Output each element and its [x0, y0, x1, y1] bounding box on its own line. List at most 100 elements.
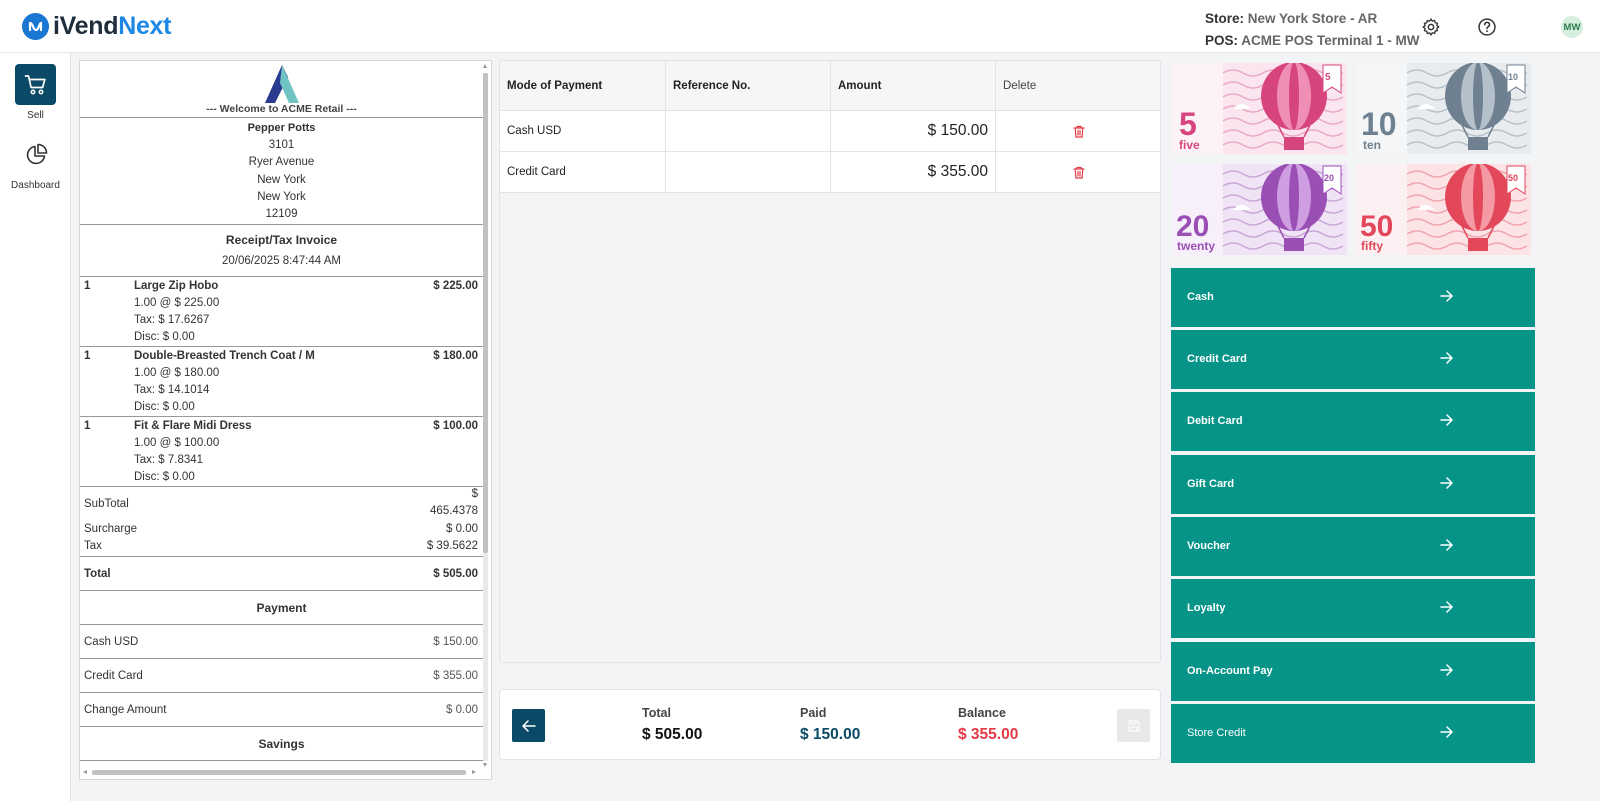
- subtotal-currency: $: [471, 488, 478, 501]
- payment-method-on-account-pay[interactable]: On-Account Pay: [1171, 642, 1535, 701]
- item-name: Double-Breasted Trench Coat / M: [134, 350, 315, 363]
- totals-bar: Total $ 505.00 Paid $ 150.00 Balance $ 3…: [499, 689, 1161, 760]
- sidebar-item-sell[interactable]: Sell: [0, 64, 71, 121]
- item-price: $ 225.00: [433, 280, 478, 293]
- sidebar: Sell Dashboard: [0, 53, 71, 801]
- store-label: Store:: [1205, 11, 1245, 26]
- receipt-total: Total $ 505.00: [80, 557, 483, 592]
- address-line: Ryer Avenue: [248, 156, 315, 169]
- app-logo[interactable]: iVendNext: [22, 12, 171, 41]
- payment-method-store-credit[interactable]: Store Credit: [1171, 704, 1535, 763]
- app-header: iVendNext Store: New York Store - AR POS…: [0, 0, 1600, 53]
- customer-address: Pepper Potts 3101 Ryer Avenue New York N…: [80, 118, 483, 226]
- paid-label: Paid: [800, 706, 827, 720]
- payment-label: Credit Card: [84, 670, 143, 683]
- store-info: Store: New York Store - AR POS: ACME POS…: [1205, 8, 1420, 52]
- total-label: Total: [84, 568, 111, 581]
- total-summary-value: $ 505.00: [642, 726, 703, 743]
- cash-note-10[interactable]: 10 ten 10: [1357, 63, 1531, 154]
- pos-label: POS:: [1205, 33, 1239, 48]
- payment-method-gift-card[interactable]: Gift Card: [1171, 455, 1535, 514]
- address-line: 12109: [265, 208, 298, 221]
- pie-chart-icon: [26, 143, 47, 164]
- address-line: New York: [257, 173, 306, 186]
- amount-cell[interactable]: $ 355.00: [831, 152, 996, 192]
- column-header-reference: Reference No.: [666, 61, 831, 110]
- payment-method-debit-card[interactable]: Debit Card: [1171, 392, 1535, 451]
- item-price: $ 180.00: [433, 350, 478, 363]
- cash-note-5[interactable]: 5 five 5: [1173, 63, 1347, 154]
- tax-value: $ 39.5622: [426, 540, 478, 553]
- subtotal-label: SubTotal: [84, 498, 129, 511]
- arrow-right-icon: [1440, 352, 1453, 364]
- payment-value: $ 355.00: [433, 670, 478, 683]
- paid-summary: Paid $ 150.00: [800, 706, 860, 744]
- receipt-line-item: 1 Large Zip Hobo $ 225.00 1.00 @ $ 225.0…: [80, 277, 483, 348]
- note-word: twenty: [1177, 239, 1215, 253]
- table-header: Mode of Payment Reference No. Amount Del…: [500, 61, 1160, 111]
- cash-note-50[interactable]: 50 fifty 50: [1357, 164, 1531, 255]
- settings-gear-icon[interactable]: [1419, 15, 1443, 39]
- arrow-right-icon: [1440, 539, 1453, 551]
- dashboard-button[interactable]: [15, 134, 56, 175]
- reference-cell[interactable]: [666, 111, 831, 151]
- table-row[interactable]: Credit Card $ 355.00: [500, 152, 1160, 193]
- receipt-title-section: Receipt/Tax Invoice 20/06/2025 8:47:44 A…: [80, 225, 483, 278]
- amount-cell[interactable]: $ 150.00: [831, 111, 996, 151]
- receipt: --- Welcome to ACME Retail --- Pepper Po…: [80, 61, 483, 762]
- total-summary-label: Total: [642, 706, 671, 720]
- back-button[interactable]: [512, 709, 545, 742]
- payment-method-label: Debit Card: [1187, 415, 1243, 427]
- payment-method-label: Loyalty: [1187, 602, 1226, 614]
- user-initials: MW: [1563, 21, 1581, 33]
- payment-label: Change Amount: [84, 704, 167, 717]
- arrow-right-icon: [1440, 726, 1453, 738]
- note-number: 5: [1179, 106, 1197, 142]
- brand-name-part1: iVend: [53, 12, 119, 40]
- item-tax-line: Tax: $ 14.1014: [134, 384, 210, 397]
- item-disc-line: Disc: $ 0.00: [134, 401, 195, 414]
- payment-method-loyalty[interactable]: Loyalty: [1171, 579, 1535, 638]
- receipt-title: Receipt/Tax Invoice: [225, 233, 338, 248]
- brand-name: iVendNext: [53, 12, 171, 41]
- table-row[interactable]: Cash USD $ 150.00: [500, 111, 1160, 152]
- subtotal-value: 465.4378: [430, 505, 478, 518]
- trash-icon[interactable]: [1073, 166, 1085, 179]
- column-header-amount: Amount: [831, 61, 996, 110]
- receipt-horizontal-scrollbar[interactable]: [82, 768, 480, 777]
- item-unit-line: 1.00 @ $ 225.00: [134, 297, 220, 310]
- store-value: New York Store - AR: [1247, 11, 1378, 26]
- reference-cell[interactable]: [666, 152, 831, 192]
- save-button[interactable]: [1117, 709, 1150, 742]
- column-header-mode: Mode of Payment: [500, 61, 666, 110]
- trash-icon[interactable]: [1073, 125, 1085, 138]
- payment-method-cash[interactable]: Cash: [1171, 268, 1535, 327]
- receipt-panel[interactable]: --- Welcome to ACME Retail --- Pepper Po…: [79, 60, 492, 780]
- note-word: ten: [1363, 138, 1381, 152]
- payment-method-label: Cash: [1187, 291, 1214, 303]
- delete-cell: [996, 111, 1160, 151]
- payment-method-voucher[interactable]: Voucher: [1171, 517, 1535, 576]
- column-header-delete: Delete: [1003, 79, 1037, 92]
- receipt-header: --- Welcome to ACME Retail ---: [80, 61, 483, 118]
- note-corner-number: 10: [1508, 72, 1518, 82]
- arrow-right-icon: [1440, 601, 1453, 613]
- total-value: $ 505.00: [433, 568, 478, 581]
- item-name: Fit & Flare Midi Dress: [134, 420, 252, 433]
- sidebar-item-dashboard[interactable]: Dashboard: [0, 134, 71, 191]
- receipt-line-item: 1 Fit & Flare Midi Dress $ 100.00 1.00 @…: [80, 417, 483, 488]
- arrow-right-icon: [1440, 290, 1453, 302]
- scrollbar-thumb[interactable]: [483, 73, 488, 553]
- item-unit-line: 1.00 @ $ 100.00: [134, 437, 220, 450]
- scrollbar-thumb[interactable]: [92, 770, 466, 775]
- cash-note-20[interactable]: 20 twenty 20: [1173, 164, 1347, 255]
- savings-heading: Savings: [80, 727, 483, 762]
- save-icon: [1127, 719, 1140, 732]
- help-icon[interactable]: [1475, 15, 1499, 39]
- payment-method-credit-card[interactable]: Credit Card: [1171, 330, 1535, 389]
- user-avatar[interactable]: MW: [1561, 16, 1583, 38]
- receipt-vertical-scrollbar[interactable]: [481, 63, 490, 768]
- sell-button[interactable]: [15, 64, 56, 105]
- payment-mode-cell: Credit Card: [500, 152, 666, 192]
- note-number: 50: [1360, 210, 1393, 243]
